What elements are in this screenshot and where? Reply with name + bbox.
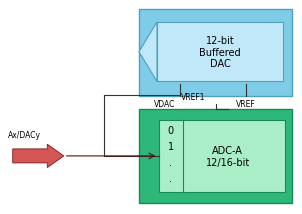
Text: VREF1: VREF1 (181, 93, 206, 102)
FancyBboxPatch shape (159, 120, 285, 192)
Text: Ax/DACy: Ax/DACy (8, 131, 41, 140)
FancyBboxPatch shape (139, 109, 292, 203)
Text: 0: 0 (168, 126, 174, 137)
Polygon shape (13, 144, 64, 168)
FancyBboxPatch shape (157, 22, 283, 82)
FancyBboxPatch shape (139, 9, 292, 96)
Text: ADC-A
12/16-bit: ADC-A 12/16-bit (206, 146, 250, 168)
Text: VREF: VREF (236, 100, 255, 108)
Text: 1: 1 (168, 142, 174, 152)
Text: .: . (169, 174, 172, 184)
Text: 12-bit
Buffered
DAC: 12-bit Buffered DAC (199, 36, 241, 69)
Text: VDAC: VDAC (154, 100, 175, 108)
Text: .: . (169, 158, 172, 168)
Polygon shape (139, 22, 157, 82)
